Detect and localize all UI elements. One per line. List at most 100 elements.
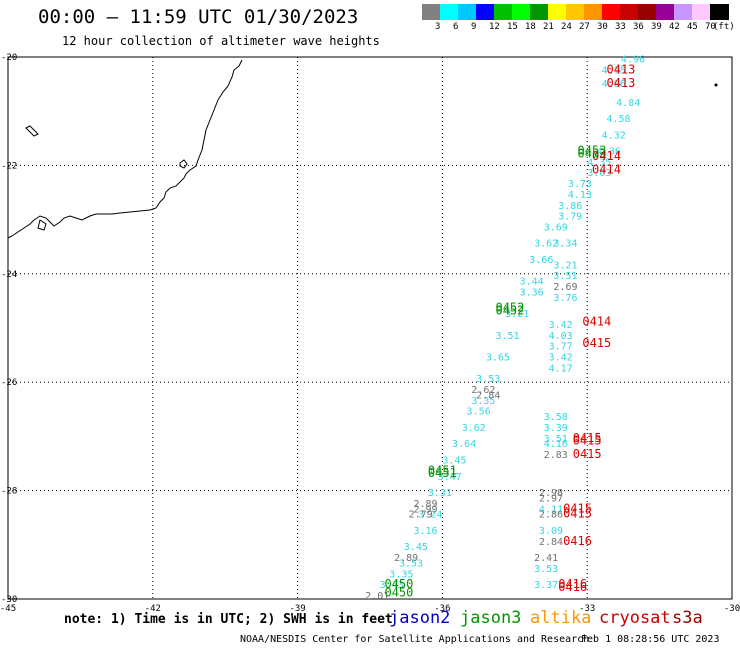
lon-tick-label: -36 [434, 604, 450, 614]
pass-time-label: 0414 [592, 149, 621, 163]
wave-height-label: 2.84 [539, 537, 563, 548]
wave-height-label: 4.86 [602, 79, 626, 90]
lat-tick-label: -22 [1, 161, 17, 171]
wave-height-label: 3.21 [553, 260, 577, 271]
coastline-path [37, 219, 47, 231]
island-dot [714, 83, 718, 87]
map-grid [8, 57, 732, 599]
wave-height-label: 3.86 [558, 201, 582, 212]
pass-time-label: 0414 [592, 163, 621, 177]
color-swatch [692, 4, 711, 20]
lat-tick-label: -24 [1, 270, 17, 280]
color-swatch [638, 4, 657, 20]
wave-height-label: 2.97 [539, 493, 563, 504]
wave-height-label: 3.37 [534, 580, 558, 591]
pass-time-label: 0415 [582, 336, 611, 350]
wave-height-label: 3.45 [442, 456, 466, 467]
color-legend-label: 27 [579, 22, 590, 32]
wave-height-label: 3.51 [495, 331, 519, 342]
wave-height-label: 2.99 [413, 504, 437, 515]
wave-height-label: 3.69 [544, 222, 568, 233]
wave-height-label: 3.31 [428, 488, 452, 499]
pass-time-label: 0451 [428, 463, 457, 477]
axis-labels: -45 -42 -39 -36 -33 -30 -20 -22 -24 -26 -28 -30 [0, 53, 740, 614]
coastline-path [179, 159, 188, 169]
pass-time-label: 0416 [558, 577, 587, 591]
wave-height-label: 4.58 [607, 114, 631, 125]
wave-height-label: 3.79 [558, 212, 582, 223]
color-legend-label: 39 [651, 22, 662, 32]
wave-height-label: 3.66 [529, 255, 553, 266]
wave-height-label: 3.65 [486, 353, 510, 364]
pass-time-label: 0416 [563, 534, 592, 548]
wave-height-label: 3.53 [399, 558, 423, 569]
wave-height-label: 3.77 [549, 342, 573, 353]
lat-tick-label: -26 [1, 378, 17, 388]
wave-height-label: 2.98 [539, 488, 563, 499]
lat-tick-label: -20 [1, 53, 17, 63]
lat-tick-label: -28 [1, 487, 17, 497]
observations-layer: 4.964.15 4.86 4.84 4.58 4.32 4.364.353.633.73… [365, 54, 645, 602]
color-legend-label: 9 [471, 22, 477, 32]
wave-height-label: 3.73 [568, 179, 592, 190]
wave-height-label: 2.86 [539, 510, 563, 521]
wave-height-label: 3.51 [553, 271, 577, 282]
pass-time-label: 0415 [563, 501, 592, 515]
pass-time-label: 0453 [578, 146, 607, 160]
wave-height-label: 4.32 [602, 130, 626, 141]
wave-height-label: 2.83 [544, 450, 568, 461]
color-legend [422, 4, 729, 20]
pass-time-label: 0415 [573, 434, 602, 448]
wave-height-label: 3.53 [476, 374, 500, 385]
wave-height-label: 4.11 [539, 504, 563, 515]
color-swatch [566, 4, 585, 20]
wave-height-label: 2.01 [365, 591, 389, 602]
wave-height-label: 3.09 [539, 526, 563, 537]
color-legend-label: 45 [687, 22, 698, 32]
wave-height-label: 2.84 [476, 390, 500, 401]
wave-height-label: 2.62 [471, 385, 495, 396]
lon-tick-label: -33 [579, 604, 595, 614]
color-legend-label: 33 [615, 22, 626, 32]
pass-time-label: 0451 [428, 466, 457, 480]
coastline [7, 59, 718, 239]
color-swatch [422, 4, 441, 20]
pass-time-label: 0415 [563, 507, 592, 521]
color-swatch [674, 4, 693, 20]
lon-tick-label: -45 [0, 604, 16, 614]
color-legend-label: 12 [489, 22, 500, 32]
wave-height-label: 2.89 [394, 553, 418, 564]
wave-height-label: 2.89 [413, 499, 437, 510]
color-swatch [440, 4, 459, 20]
wave-height-label: 3.76 [553, 293, 577, 304]
pass-time-label: 0416 [558, 580, 587, 594]
color-legend-unit: (ft) [713, 22, 735, 32]
wave-height-label: 3.39 [544, 423, 568, 434]
wave-height-label: 3.43 [380, 580, 404, 591]
pass-time-label: 0415 [573, 447, 602, 461]
satellite-legend-s3a: s3a [672, 608, 703, 628]
wave-height-label: 4.84 [616, 98, 640, 109]
wave-height-label: 3.64 [452, 439, 476, 450]
pass-time-label: 0415 [573, 431, 602, 445]
color-swatch [494, 4, 513, 20]
wave-height-label: 3.34 [553, 239, 577, 250]
wave-height-label: 3.53 [534, 564, 558, 575]
color-swatch [512, 4, 531, 20]
wave-height-label: 3.47 [438, 472, 462, 483]
color-legend-label: 36 [633, 22, 644, 32]
timestamp-text: Feb 1 08:28:56 UTC 2023 [581, 634, 720, 645]
color-legend-label: 3 [435, 22, 441, 32]
color-swatch [710, 4, 729, 20]
satellite-legend-altika: altika [530, 608, 592, 628]
wave-height-label: 3.56 [467, 407, 491, 418]
wave-height-label: 2.79 [409, 510, 433, 521]
pass-time-label: 0450 [384, 585, 413, 599]
wave-height-label: 3.24 [418, 510, 442, 521]
coastline-path [25, 125, 39, 137]
wave-height-label: 4.16 [544, 439, 568, 450]
color-legend-label: 6 [453, 22, 459, 32]
satellite-legend-cryosat: cryosat [599, 608, 671, 628]
wave-height-label: 4.96 [621, 54, 645, 65]
